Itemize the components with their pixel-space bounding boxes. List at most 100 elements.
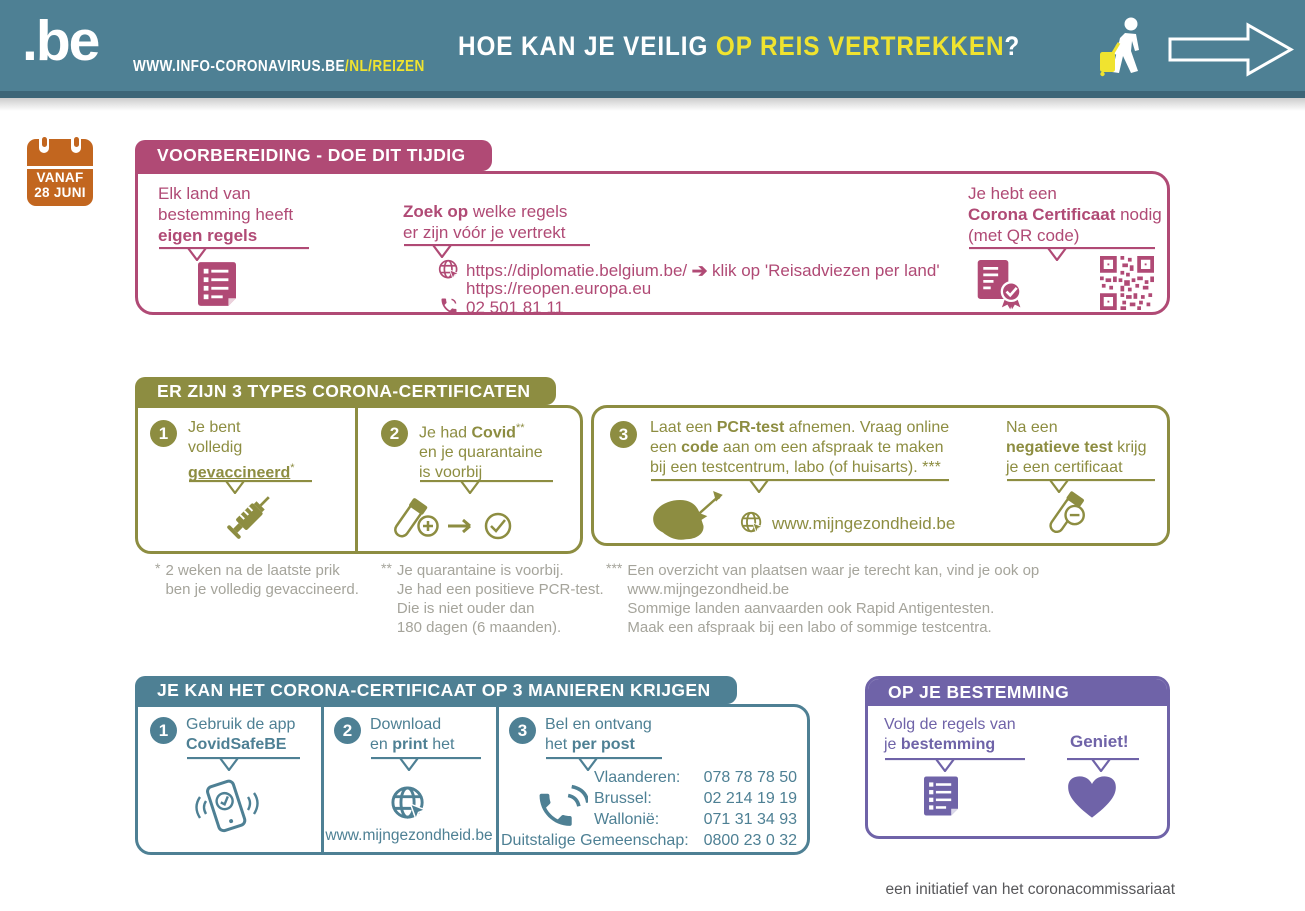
section2-box-a: 1 Je bent volledig gevaccineerd* 2 Je ha… — [135, 405, 583, 554]
checklist-icon — [198, 262, 236, 306]
s4-col2-text: Geniet! — [1070, 732, 1129, 751]
phone-number-table: Vlaanderen: 078 78 78 50 Brussel: 02 214 1… — [501, 769, 797, 853]
callout-line — [969, 247, 1155, 261]
s4-col1-text: Volg de regels van je bestemming — [884, 716, 1016, 753]
vanaf-date: 28 JUNI — [34, 185, 86, 200]
globe-cursor-icon — [391, 786, 428, 822]
section1-box: Elk land van bestemming heeft eigen rege… — [135, 171, 1170, 317]
callout-line — [546, 757, 662, 771]
traveler-icon — [1100, 17, 1139, 77]
phone-waves-icon — [539, 784, 588, 826]
qr-code-icon — [1100, 256, 1154, 310]
section2-title: ER ZIJN 3 TYPES CORONA-CERTIFICATEN — [157, 381, 531, 401]
way-number-2: 2 — [334, 717, 361, 744]
way-number-3: 3 — [509, 717, 536, 744]
callout-line — [187, 757, 300, 771]
certificate-check-icon — [977, 260, 1022, 310]
site-url-domain: WWW.INFO-CORONAVIRUS.BE — [133, 58, 345, 75]
s1-link1-row: https://diplomatie.belgium.be/ ➔ klik op… — [466, 259, 940, 282]
way-number-1: 1 — [150, 717, 177, 744]
s2-item3-text: Laat een PCR-test afnemen. Vraag online … — [650, 419, 950, 476]
arrow-right-icon: ➔ — [691, 261, 708, 282]
s3-item1-text: Gebruik de app CovidSafeBE — [186, 716, 296, 753]
mijngezondheid-url[interactable]: www.mijngezondheid.be — [325, 827, 493, 844]
step-number-1: 1 — [150, 420, 177, 447]
phone-row: Vlaanderen: 078 78 78 50 — [594, 769, 797, 786]
header-shadow — [0, 98, 1305, 111]
s1-col3-text: Je hebt een Corona Certificaat nodig (me… — [968, 184, 1162, 245]
page-title-accent: OP REIS VERTREKKEN — [715, 31, 1005, 61]
header-bar — [0, 0, 1305, 98]
section3-box: 1 Gebruik de app CovidSafeBE 2 Download … — [135, 704, 810, 855]
section2-box-b: 3 Laat een PCR-test afnemen. Vraag onlin… — [591, 405, 1170, 546]
arrow-right-icon — [448, 518, 471, 534]
column-divider — [355, 408, 358, 551]
step-number-3: 3 — [610, 421, 637, 448]
vanaf-label: VANAF — [36, 170, 84, 185]
callout-line — [420, 480, 553, 494]
be-logo: .be — [22, 9, 100, 73]
diplomatie-link[interactable]: https://diplomatie.belgium.be/ — [466, 261, 688, 280]
section3-title-badge: JE KAN HET CORONA-CERTIFICAAT OP 3 MANIE… — [135, 676, 737, 704]
s1-col2-text: Zoek op welke regels er zijn vóór je ver… — [403, 202, 568, 242]
calendar-divider — [27, 166, 93, 169]
globe-cursor-icon — [438, 259, 460, 280]
reopen-europa-link[interactable]: https://reopen.europa.eu — [466, 279, 652, 298]
calendar-ring-icon — [71, 134, 81, 153]
callout-line — [1007, 479, 1155, 493]
phone-row: Duitstalige Gemeenschap: 0800 23 0 32 — [501, 832, 797, 849]
smartphone-check-icon — [195, 779, 259, 833]
section4-box: OP JE BESTEMMING Volg de regels van je b… — [865, 676, 1170, 839]
s2-item4-text: Na een negatieve test krijg je een certi… — [1006, 419, 1147, 476]
phone-row: Wallonië: 071 31 34 93 — [594, 811, 797, 828]
page-title: HOE KAN JE VEILIG OP REIS VERTREKKEN? — [458, 31, 1083, 62]
site-url[interactable]: WWW.INFO-CORONAVIRUS.BE/NL/REIZEN — [133, 58, 476, 76]
page-title-end: ? — [1004, 31, 1021, 61]
step-number-2: 2 — [381, 420, 408, 447]
section1-title-badge: VOORBEREIDING - DOE DIT TIJDIG — [135, 140, 492, 171]
section2-title-badge: ER ZIJN 3 TYPES CORONA-CERTIFICATEN — [135, 377, 557, 405]
mijngezondheid-url[interactable]: www.mijngezondheid.be — [772, 514, 956, 533]
s3-item2-text: Download en print het — [370, 716, 455, 753]
callout-line — [189, 480, 312, 494]
s3-item3-text: Bel en ontvang het per post — [545, 716, 652, 753]
footnote-3: *** Een overzicht van plaatsen waar je t… — [606, 560, 1040, 636]
site-url-path: /NL/REIZEN — [344, 58, 425, 75]
checklist-icon — [924, 776, 958, 816]
s1-phone-number: 02 501 81 11 — [466, 298, 564, 317]
section1-title: VOORBEREIDING - DOE DIT TIJDIG — [157, 145, 466, 165]
column-divider — [496, 707, 499, 852]
footnote-2: ** Je quarantaine is voorbij. Je had een … — [381, 560, 604, 636]
column-divider — [321, 707, 324, 852]
callout-line — [885, 758, 1025, 772]
callout-line — [1067, 758, 1139, 772]
phone-row: Brussel: 02 214 19 19 — [594, 790, 797, 807]
globe-cursor-icon — [740, 511, 764, 534]
check-circle-icon — [484, 512, 512, 540]
footer-credit: een initiatief van het coronacommissaria… — [885, 881, 1175, 898]
callout-line — [404, 244, 590, 258]
s1-link1-note: klik op 'Reisadviezen per land' — [711, 261, 940, 280]
phone-icon — [441, 298, 457, 314]
page-title-pre: HOE KAN JE VEILIG — [458, 31, 716, 61]
s2-item2-text: Je had Covid** en je quarantaine is voor… — [419, 422, 543, 482]
section4-title: OP JE BESTEMMING — [888, 682, 1070, 702]
calendar-ring-icon — [39, 134, 49, 153]
callout-line — [371, 757, 481, 771]
s1-link2-row: https://reopen.europa.eu — [466, 279, 651, 299]
head-swab-icon — [653, 490, 723, 540]
section3-title: JE KAN HET CORONA-CERTIFICAAT OP 3 MANIE… — [157, 680, 711, 700]
testtube-plus-icon — [394, 498, 512, 540]
arrow-right-outline-icon — [1168, 22, 1294, 77]
heart-icon — [1068, 776, 1116, 818]
syringe-icon — [227, 496, 270, 539]
testtube-minus-icon — [1049, 491, 1085, 534]
footnote-1: * 2 weken na de laatste prik ben je volle… — [155, 560, 359, 598]
callout-line — [159, 247, 309, 261]
section4-title-badge: OP JE BESTEMMING — [868, 679, 1167, 706]
callout-line — [651, 479, 949, 493]
calendar-icon: VANAF 28 JUNI — [27, 134, 93, 206]
s2-item1-text: Je bent volledig gevaccineerd* — [188, 419, 295, 482]
s1-col1-text: Elk land van bestemming heeft eigen rege… — [158, 184, 294, 245]
